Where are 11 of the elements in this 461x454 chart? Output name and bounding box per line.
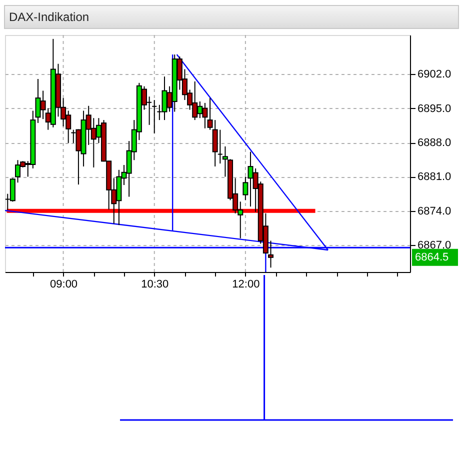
text: 6864.5	[415, 251, 449, 264]
y-tick-label: 6874.0	[418, 205, 452, 218]
y-tick-label: 6888.0	[418, 137, 452, 150]
x-tick-label: 10:30	[141, 278, 169, 290]
x-tick-label: 09:00	[50, 278, 78, 290]
y-tick-label: 6867.0	[418, 240, 452, 252]
chart-title: DAX-Indikation	[4, 5, 459, 29]
y-tick-label: 6881.0	[418, 171, 452, 184]
y-tick-label: 6895.0	[418, 102, 452, 115]
x-tick-label: 12:00	[232, 278, 260, 290]
y-tick-label: 6902.0	[418, 68, 452, 81]
